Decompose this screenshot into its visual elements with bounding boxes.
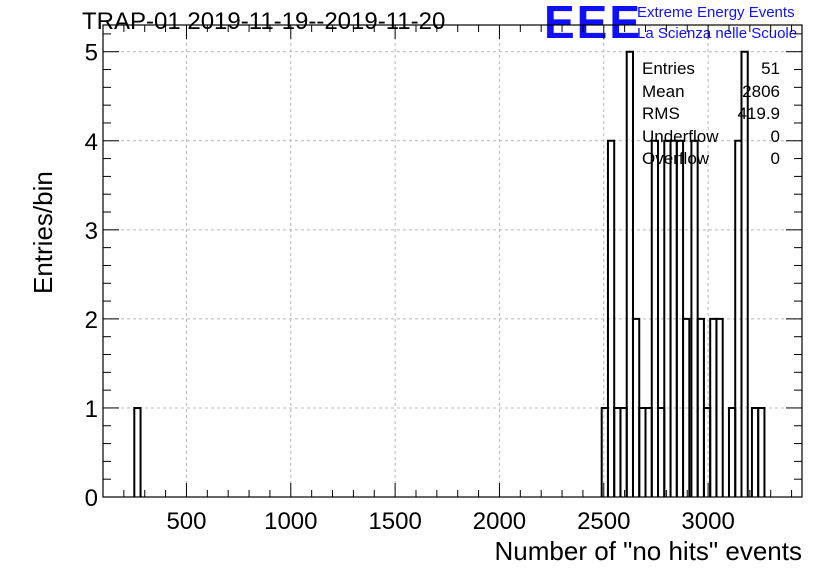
x-tick-label: 2000 [473, 508, 526, 535]
histogram-bin [606, 139, 616, 497]
x-tick-label: 3000 [681, 508, 734, 535]
eee-logo-mark: EEE [544, 0, 643, 48]
stat-value: 0 [770, 126, 780, 146]
stat-label: Mean [642, 81, 685, 101]
y-tick-label: 2 [85, 307, 98, 334]
stats-box: Entries 51 Mean 2806 RMS 419.9 Underflow… [642, 58, 780, 171]
plot-frame [102, 24, 803, 498]
stat-value: 51 [761, 59, 780, 78]
stat-row-mean: Mean 2806 [642, 81, 780, 104]
stat-label: Overflow [642, 149, 710, 169]
grid-lines [103, 25, 802, 497]
histogram-bars [133, 50, 766, 497]
y-tick-label: 4 [85, 129, 98, 156]
stat-label: RMS [642, 104, 680, 124]
x-tick-label: 2500 [577, 508, 630, 535]
histogram-bin [133, 406, 142, 497]
chart-title: TRAP-01 2019-11-19--2019-11-20 [82, 8, 446, 35]
stat-label: Underflow [642, 126, 719, 146]
stat-row-entries: Entries 51 [642, 58, 780, 81]
histogram-bin [715, 317, 724, 497]
histogram-bin [740, 50, 749, 497]
y-tick-label: 0 [85, 485, 98, 512]
stat-row-rms: RMS 419.9 [642, 103, 780, 126]
y-tick-label: 3 [85, 218, 98, 245]
x-tick-label: 1500 [368, 508, 421, 535]
stat-row-overflow: Overflow 0 [642, 148, 780, 171]
histogram-bin [625, 50, 634, 497]
x-tick-label: 1000 [264, 508, 317, 535]
y-axis-label: Entries/bin [28, 171, 58, 294]
logo-line-1: Extreme Energy Events [637, 4, 795, 21]
tick-labels: 500 1000 1500 2000 2500 3000 0 1 2 3 4 5 [85, 40, 735, 535]
eee-logo: EEE Extreme Energy Events La Scienza nel… [544, 0, 836, 48]
y-tick-label: 1 [85, 396, 98, 423]
stat-row-underflow: Underflow 0 [642, 126, 780, 149]
histogram-bin [650, 139, 660, 497]
axes [102, 24, 803, 498]
histogram-bin [757, 406, 766, 497]
x-tick-label: 500 [166, 508, 206, 535]
stat-value: 2806 [742, 81, 780, 101]
x-axis-label: Number of "no hits" events [494, 536, 803, 566]
stat-label: Entries [642, 59, 695, 78]
histogram-bin [682, 317, 691, 497]
logo-line-2: La Scienza nelle Scuole [637, 25, 798, 42]
stat-value: 419.9 [737, 104, 780, 124]
y-tick-label: 5 [85, 40, 98, 67]
stat-value: 0 [770, 149, 780, 169]
